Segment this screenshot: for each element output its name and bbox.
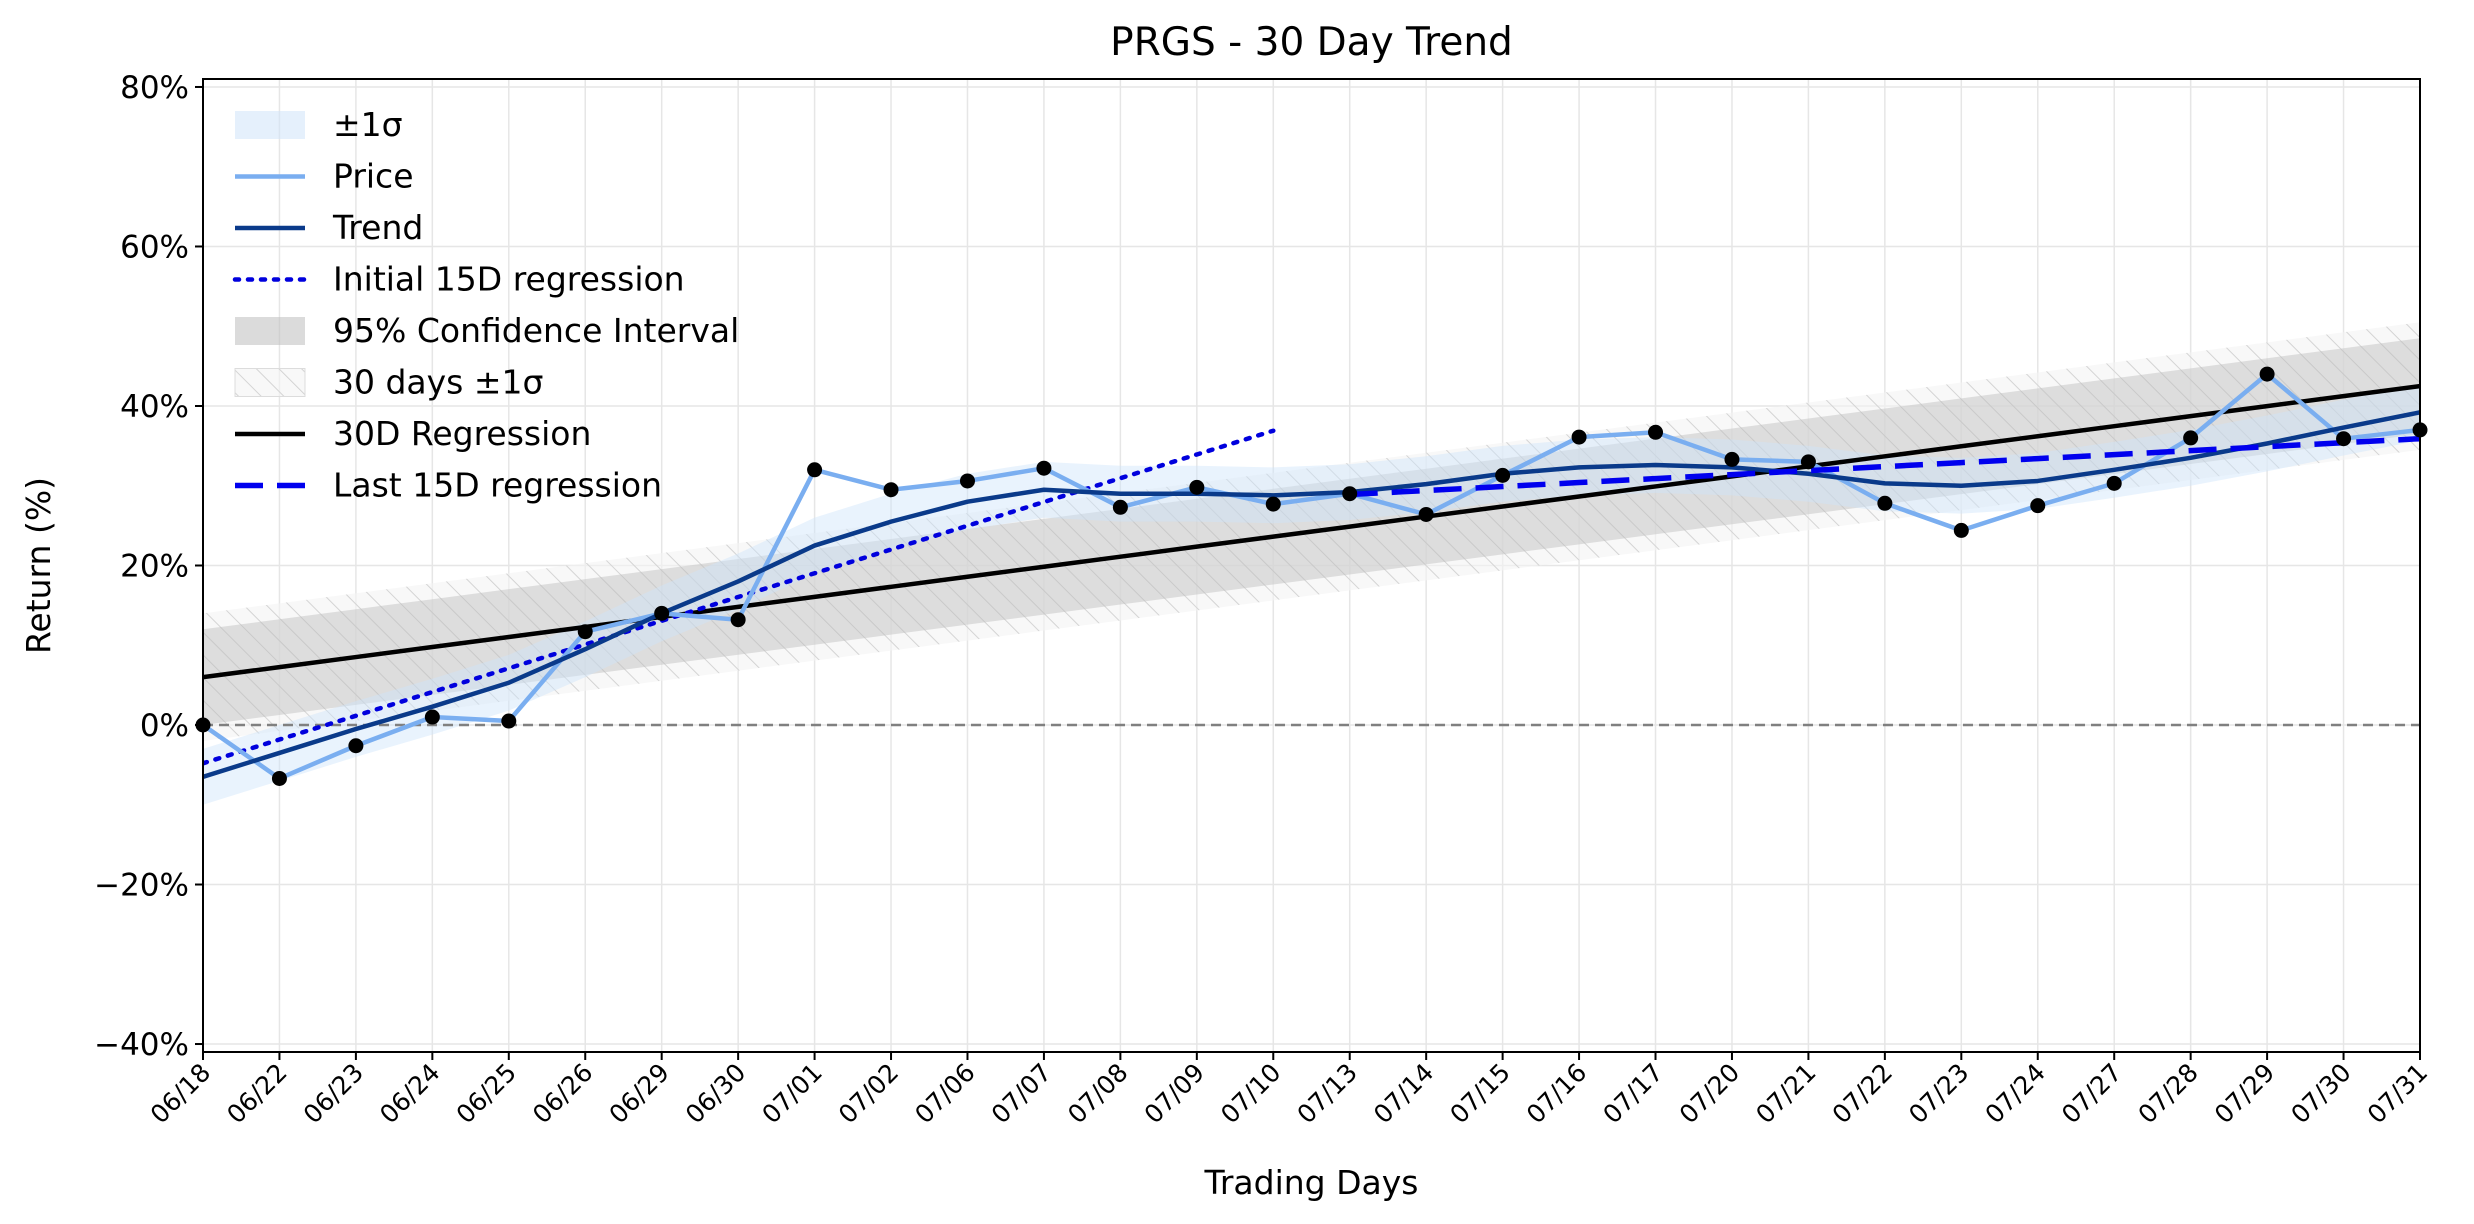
x-tick-label: 07/02 — [833, 1058, 904, 1129]
legend-swatch — [235, 317, 305, 345]
x-tick-label: 07/01 — [756, 1058, 827, 1129]
legend-label: ±1σ — [333, 105, 403, 144]
band-±1σ — [203, 384, 2420, 805]
chart-title: PRGS - 30 Day Trend — [1110, 20, 1513, 65]
price-point — [1953, 522, 1969, 538]
x-tick-label: 07/08 — [1062, 1058, 1133, 1129]
legend-label: Initial 15D regression — [333, 260, 685, 299]
x-tick-label: 07/30 — [2285, 1058, 2356, 1129]
price-point — [807, 462, 823, 478]
price-point — [1648, 424, 1664, 440]
legend-label: Price — [333, 157, 414, 196]
x-tick-label: 07/15 — [1444, 1058, 1515, 1129]
series-line-Initial 15D regression — [203, 428, 1276, 766]
series-line-Trend — [203, 410, 2420, 779]
price-point — [2106, 475, 2122, 491]
y-tick-label: 60% — [120, 229, 189, 265]
x-tick-label: 07/24 — [1980, 1058, 2051, 1129]
legend-label: 95% Confidence Interval — [333, 311, 739, 350]
price-point — [1112, 499, 1128, 515]
price-point — [2030, 498, 2046, 514]
x-tick-label: 06/23 — [298, 1058, 369, 1129]
legend-label: Last 15D regression — [333, 466, 662, 505]
y-tick-label: 80% — [120, 70, 189, 106]
price-point — [501, 713, 517, 729]
price-point — [348, 738, 364, 754]
x-tick-label: 07/29 — [2209, 1058, 2280, 1129]
price-point — [2259, 366, 2275, 382]
x-tick-label: 07/22 — [1827, 1058, 1898, 1129]
x-tick-label: 07/06 — [909, 1058, 980, 1129]
legend-swatch — [234, 368, 306, 397]
legend: ±1σ Price Trend Initial 15D regression 95% C… — [232, 105, 739, 505]
price-point — [1265, 496, 1281, 512]
x-tick-label: 07/14 — [1368, 1058, 1439, 1129]
x-tick-label: 06/25 — [451, 1058, 522, 1129]
y-tick-label: 40% — [120, 389, 189, 425]
price-point — [1418, 506, 1434, 522]
legend-label: 30D Regression — [333, 414, 591, 453]
series-line-Price — [203, 371, 2420, 781]
x-tick-label: 07/13 — [1292, 1058, 1363, 1129]
y-tick-label: −20% — [94, 868, 189, 904]
x-tick-label: 07/27 — [2056, 1058, 2127, 1129]
price-point — [271, 770, 287, 786]
x-tick-label: 06/26 — [527, 1058, 598, 1129]
legend-swatch — [235, 111, 305, 139]
y-tick-label: 0% — [140, 708, 189, 744]
price-point — [424, 709, 440, 725]
price-point — [654, 605, 670, 621]
x-tick-label: 07/07 — [986, 1058, 1057, 1129]
x-tick-label: 06/18 — [145, 1058, 216, 1129]
price-point — [1342, 486, 1358, 502]
x-tick-label: 06/30 — [680, 1058, 751, 1129]
x-tick-label: 07/23 — [1903, 1058, 1974, 1129]
legend-label: Trend — [332, 208, 423, 247]
x-tick-label: 07/20 — [1674, 1058, 1745, 1129]
y-axis-title: Return (%) — [19, 477, 58, 654]
y-tick-label: −40% — [94, 1027, 189, 1063]
x-tick-label: 06/24 — [374, 1058, 445, 1129]
price-point — [2183, 430, 2199, 446]
price-point — [577, 624, 593, 640]
price-point — [1571, 429, 1587, 445]
x-tick-label: 07/31 — [2362, 1058, 2433, 1129]
series-line-30D Regression — [203, 383, 2420, 680]
x-tick-label: 07/21 — [1750, 1058, 1821, 1129]
x-tick-label: 06/29 — [603, 1058, 674, 1129]
legend-label: 30 days ±1σ — [333, 363, 543, 402]
series-line-Last 15D regression — [1349, 435, 2420, 498]
y-tick-label: 20% — [120, 549, 189, 585]
price-point — [883, 482, 899, 498]
price-point — [1877, 495, 1893, 511]
x-tick-label: 07/09 — [1139, 1058, 1210, 1129]
x-tick-label: 07/16 — [1521, 1058, 1592, 1129]
price-point — [1800, 454, 1816, 470]
price-point — [1189, 479, 1205, 495]
price-point — [1724, 451, 1740, 467]
price-point — [2336, 431, 2352, 447]
price-points — [195, 366, 2428, 786]
price-point — [730, 612, 746, 628]
series-lines — [203, 371, 2420, 781]
price-point — [1495, 467, 1511, 483]
x-axis-title: Trading Days — [1204, 1163, 1419, 1202]
price-point — [959, 473, 975, 489]
x-tick-label: 06/22 — [221, 1058, 292, 1129]
price-point — [1036, 460, 1052, 476]
x-tick-label: 07/10 — [1215, 1058, 1286, 1129]
x-tick-label: 07/17 — [1597, 1058, 1668, 1129]
x-tick-label: 07/28 — [2132, 1058, 2203, 1129]
